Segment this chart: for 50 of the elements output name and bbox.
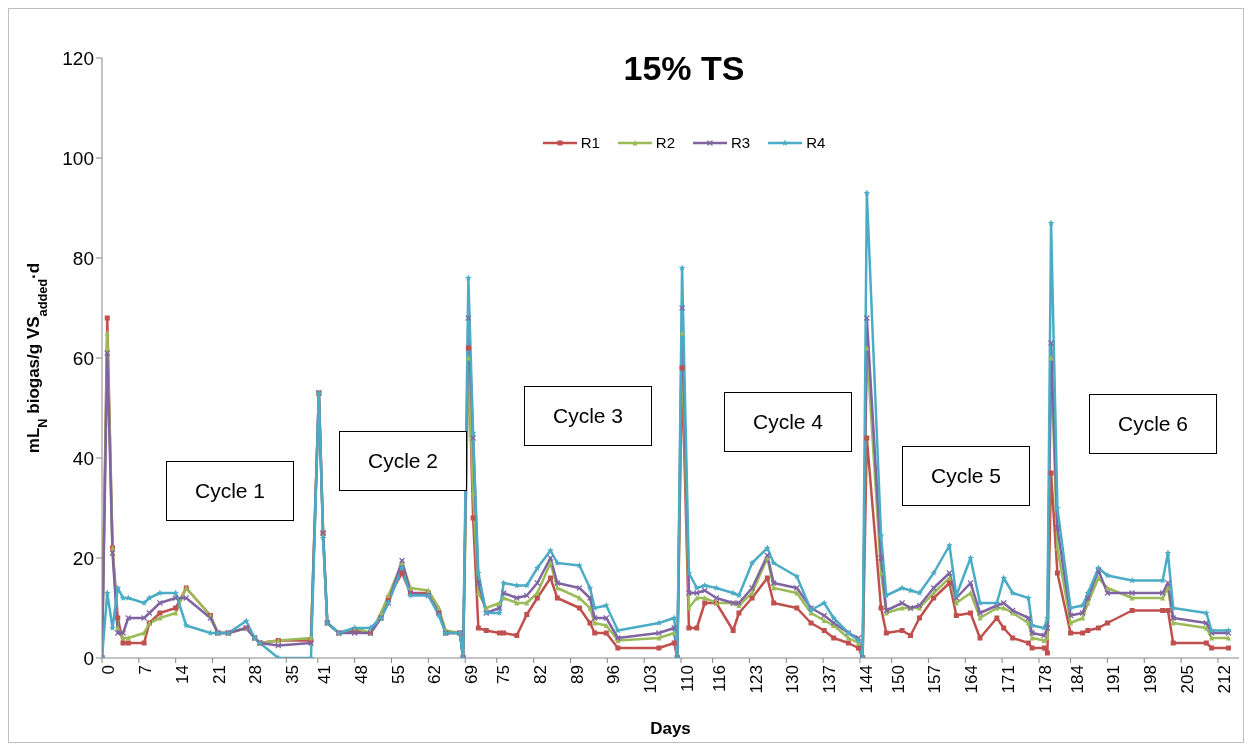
x-tick-label: 21: [209, 665, 229, 684]
x-tick-label: 48: [351, 665, 371, 684]
y-tick-label: 20: [72, 547, 94, 569]
x-tick-label: 69: [462, 665, 482, 684]
x-tick-label: 171: [999, 665, 1019, 694]
x-tick-label: 130: [783, 665, 803, 694]
annotation: Cycle 2: [339, 431, 467, 491]
y-tick-label: 60: [72, 347, 94, 369]
x-tick-label: 35: [283, 665, 303, 684]
x-tick-label: 82: [530, 665, 550, 684]
x-tick-label: 28: [246, 665, 266, 684]
x-tick-label: 41: [314, 665, 334, 684]
x-tick-label: 184: [1067, 665, 1087, 694]
y-tick-label: 100: [62, 147, 94, 169]
x-tick-label: 212: [1215, 665, 1235, 694]
annotation: Cycle 6: [1089, 394, 1217, 454]
x-tick-label: 123: [746, 665, 766, 694]
x-tick-label: 178: [1036, 665, 1056, 694]
legend-label: R4: [806, 134, 826, 151]
x-tick-label: 75: [493, 665, 513, 684]
y-tick-label: 120: [62, 47, 94, 69]
x-tick-label: 14: [172, 665, 192, 684]
chart-title: 15% TS: [622, 49, 746, 88]
y-tick-label: 80: [72, 247, 94, 269]
x-tick-label: 116: [709, 665, 729, 693]
x-tick-label: 62: [425, 665, 445, 684]
annotation: Cycle 1: [166, 461, 294, 521]
x-tick-label: 144: [857, 665, 877, 694]
x-tick-label: 89: [567, 665, 587, 684]
annotation: Cycle 5: [902, 446, 1030, 506]
x-tick-label: 191: [1104, 665, 1124, 694]
x-tick-label: 205: [1178, 665, 1198, 694]
legend-label: R3: [731, 134, 751, 151]
x-tick-label: 164: [962, 665, 982, 694]
x-tick-label: 157: [925, 665, 945, 694]
annotation: Cycle 3: [524, 386, 652, 446]
x-tick-label: 150: [888, 665, 908, 694]
x-tick-label: 0: [99, 665, 119, 675]
x-axis-title: Days: [650, 719, 691, 738]
y-tick-label: 40: [72, 447, 94, 469]
x-tick-label: 7: [135, 665, 155, 675]
x-tick-label: 198: [1141, 665, 1161, 694]
x-tick-label: 55: [388, 665, 408, 684]
annotation: Cycle 4: [724, 392, 852, 452]
x-tick-label: 96: [604, 665, 624, 684]
x-tick-label: 110: [678, 665, 698, 693]
x-tick-label: 103: [641, 665, 661, 694]
legend-label: R2: [655, 134, 675, 151]
x-tick-label: 137: [820, 665, 840, 694]
legend-label: R1: [580, 134, 600, 151]
